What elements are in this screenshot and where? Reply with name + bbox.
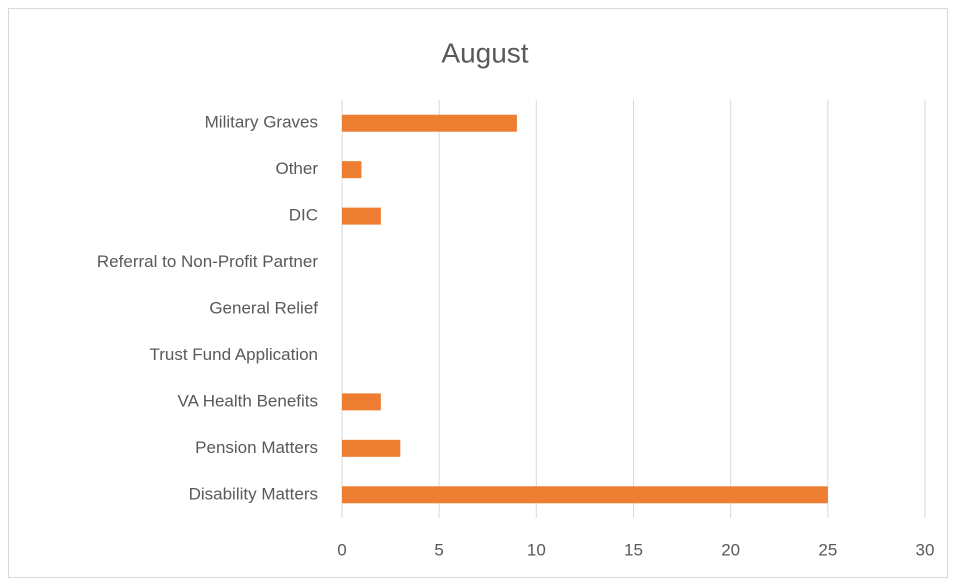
- chart-title: August: [441, 37, 528, 68]
- chart-border: [8, 8, 948, 578]
- y-tick-label: VA Health Benefits: [178, 391, 319, 410]
- y-tick-label: Military Graves: [205, 113, 318, 132]
- y-tick-label: Other: [275, 159, 318, 178]
- y-tick-label: Referral to Non-Profit Partner: [97, 252, 318, 271]
- x-tick-label: 20: [721, 540, 740, 559]
- y-tick-label: Disability Matters: [189, 484, 318, 503]
- y-tick-label: DIC: [289, 206, 318, 225]
- y-tick-label: Trust Fund Application: [149, 345, 318, 364]
- x-tick-label: 15: [624, 540, 643, 559]
- x-tick-label: 30: [916, 540, 935, 559]
- y-tick-label: General Relief: [209, 298, 318, 317]
- x-tick-label: 5: [434, 540, 443, 559]
- x-tick-label: 25: [818, 540, 837, 559]
- bar: [342, 114, 517, 132]
- x-tick-label: 10: [527, 540, 546, 559]
- bar: [342, 439, 401, 457]
- bar: [342, 486, 828, 504]
- y-tick-label: Pension Matters: [195, 438, 318, 457]
- bar: [342, 207, 381, 225]
- x-tick-label: 0: [337, 540, 346, 559]
- bar: [342, 393, 381, 411]
- bar: [342, 161, 362, 179]
